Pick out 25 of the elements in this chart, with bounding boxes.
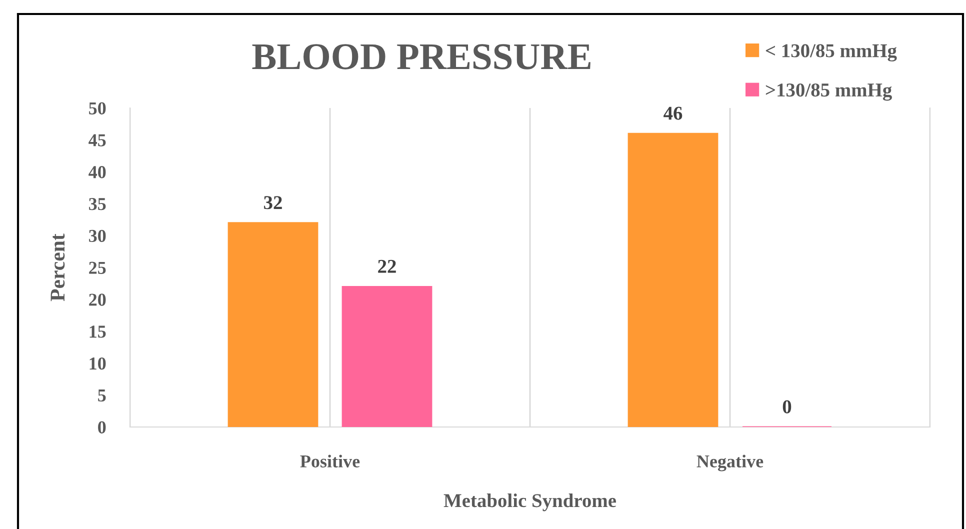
y-tick-label: 15 xyxy=(90,326,106,338)
y-tick-label: 20 xyxy=(89,294,106,306)
x-tick-label: Negative xyxy=(696,454,764,472)
bar xyxy=(342,286,432,427)
x-tick-label: Positive xyxy=(300,454,360,468)
x-axis-title: Metabolic Syndrome xyxy=(444,494,616,512)
y-tick-label: 50 xyxy=(89,102,106,114)
data-label: 46 xyxy=(664,106,682,120)
data-label: 0 xyxy=(782,400,792,414)
chart-title: BLOOD PRESSURE xyxy=(252,44,590,70)
y-tick-label: 25 xyxy=(89,262,106,274)
data-label: 22 xyxy=(378,260,396,273)
bar xyxy=(228,222,318,427)
y-axis-title: Percent xyxy=(50,234,65,302)
y-tick-label: 0 xyxy=(98,421,106,434)
y-tick-label: 30 xyxy=(89,230,106,242)
data-label: 32 xyxy=(264,196,282,210)
y-tick-label: 40 xyxy=(88,166,106,178)
y-tick-label: 5 xyxy=(98,390,106,402)
legend-label: < 130/85 mmHg xyxy=(766,44,897,62)
legend-label: >130/85 mmHg xyxy=(766,83,892,101)
y-tick-label: 45 xyxy=(88,134,106,146)
y-tick-label: 35 xyxy=(89,198,106,210)
bar xyxy=(628,132,718,427)
y-tick-label: 10 xyxy=(90,357,106,370)
